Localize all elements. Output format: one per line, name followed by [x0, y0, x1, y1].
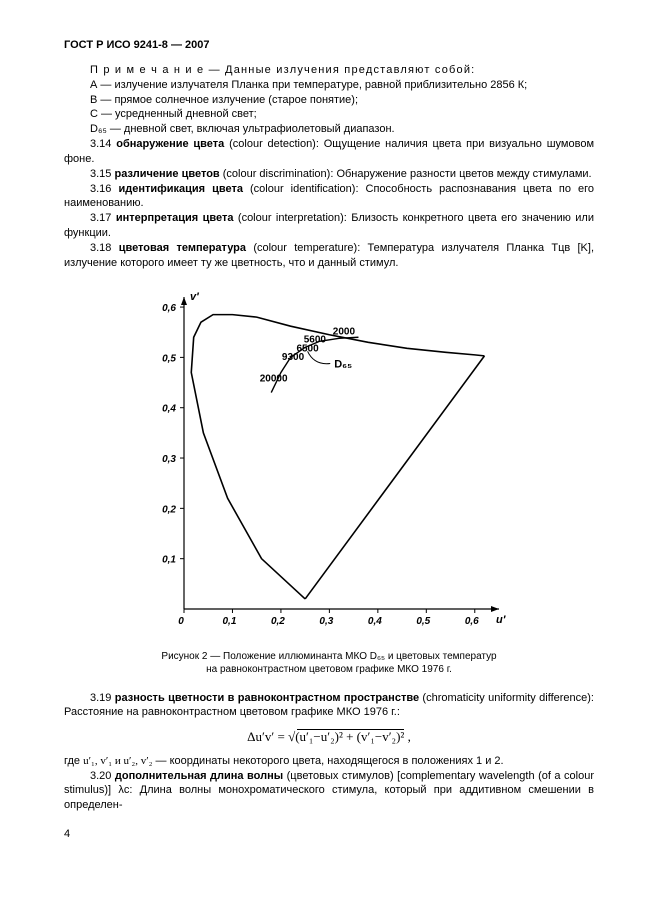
svg-text:0,5: 0,5	[416, 616, 430, 627]
svg-text:9300: 9300	[282, 352, 305, 363]
note-title: П р и м е ч а н и е — Данные излучения п…	[64, 63, 594, 78]
term-316: 3.16 идентификация цвета (colour identif…	[64, 182, 594, 212]
svg-text:v′: v′	[190, 291, 200, 303]
svg-text:2000: 2000	[333, 326, 356, 337]
svg-text:u′: u′	[496, 614, 507, 626]
note-a: А — излучение излучателя Планка при темп…	[64, 78, 594, 93]
svg-text:0,4: 0,4	[368, 616, 382, 627]
where-clause: где u′₁, v′₁ и u′₂, v′₂ — координаты нек…	[64, 754, 594, 769]
note-title-text: П р и м е ч а н и е — Данные излучения п…	[90, 64, 475, 76]
svg-text:0,6: 0,6	[162, 303, 176, 314]
note-d: D₆₅ — дневной свет, включая ультрафиолет…	[64, 122, 594, 137]
svg-text:0: 0	[178, 616, 184, 627]
svg-text:0,6: 0,6	[465, 616, 479, 627]
svg-text:0,2: 0,2	[271, 616, 285, 627]
note-c: С — усредненный дневной свет;	[64, 107, 594, 122]
document-header: ГОСТ Р ИСО 9241-8 — 2007	[64, 38, 594, 53]
svg-text:D₆₅: D₆₅	[334, 358, 352, 370]
term-319: 3.19 разность цветности в равноконтрастн…	[64, 691, 594, 721]
page-number: 4	[64, 827, 594, 842]
svg-text:0,2: 0,2	[162, 504, 176, 515]
svg-text:0,4: 0,4	[162, 403, 176, 414]
term-314: 3.14 обнаружение цвета (colour detection…	[64, 137, 594, 167]
term-317: 3.17 интерпретация цвета (colour interpr…	[64, 211, 594, 241]
figure-caption: Рисунок 2 — Положение иллюминанта МКО D₆…	[64, 650, 594, 677]
note-b: В — прямое солнечное излучение (старое п…	[64, 93, 594, 108]
svg-text:20000: 20000	[260, 373, 288, 384]
chromaticity-chart: v′ u′ 0 0,1 0,2 0,3 0,4 0,5 0,6 0,1 0,2 0,3 0,4 0,5 0,…	[139, 279, 519, 639]
chart-container: v′ u′ 0 0,1 0,2 0,3 0,4 0,5 0,6 0,1 0,2 0,3 0,4 0,5 0,…	[64, 279, 594, 644]
svg-text:0,1: 0,1	[162, 554, 176, 565]
svg-text:0,3: 0,3	[319, 616, 333, 627]
svg-text:0,1: 0,1	[223, 616, 237, 627]
formula-319: Δu′v′ = √(u′₁−u′₂)² + (v′₁−v′₂)² ,	[64, 728, 594, 746]
term-320: 3.20 дополнительная длина волны (цветовы…	[64, 769, 594, 814]
svg-text:0,5: 0,5	[162, 353, 176, 364]
svg-text:0,3: 0,3	[162, 454, 176, 465]
term-315: 3.15 различение цветов (colour discrimin…	[64, 167, 594, 182]
term-318: 3.18 цветовая температура (colour temper…	[64, 241, 594, 271]
